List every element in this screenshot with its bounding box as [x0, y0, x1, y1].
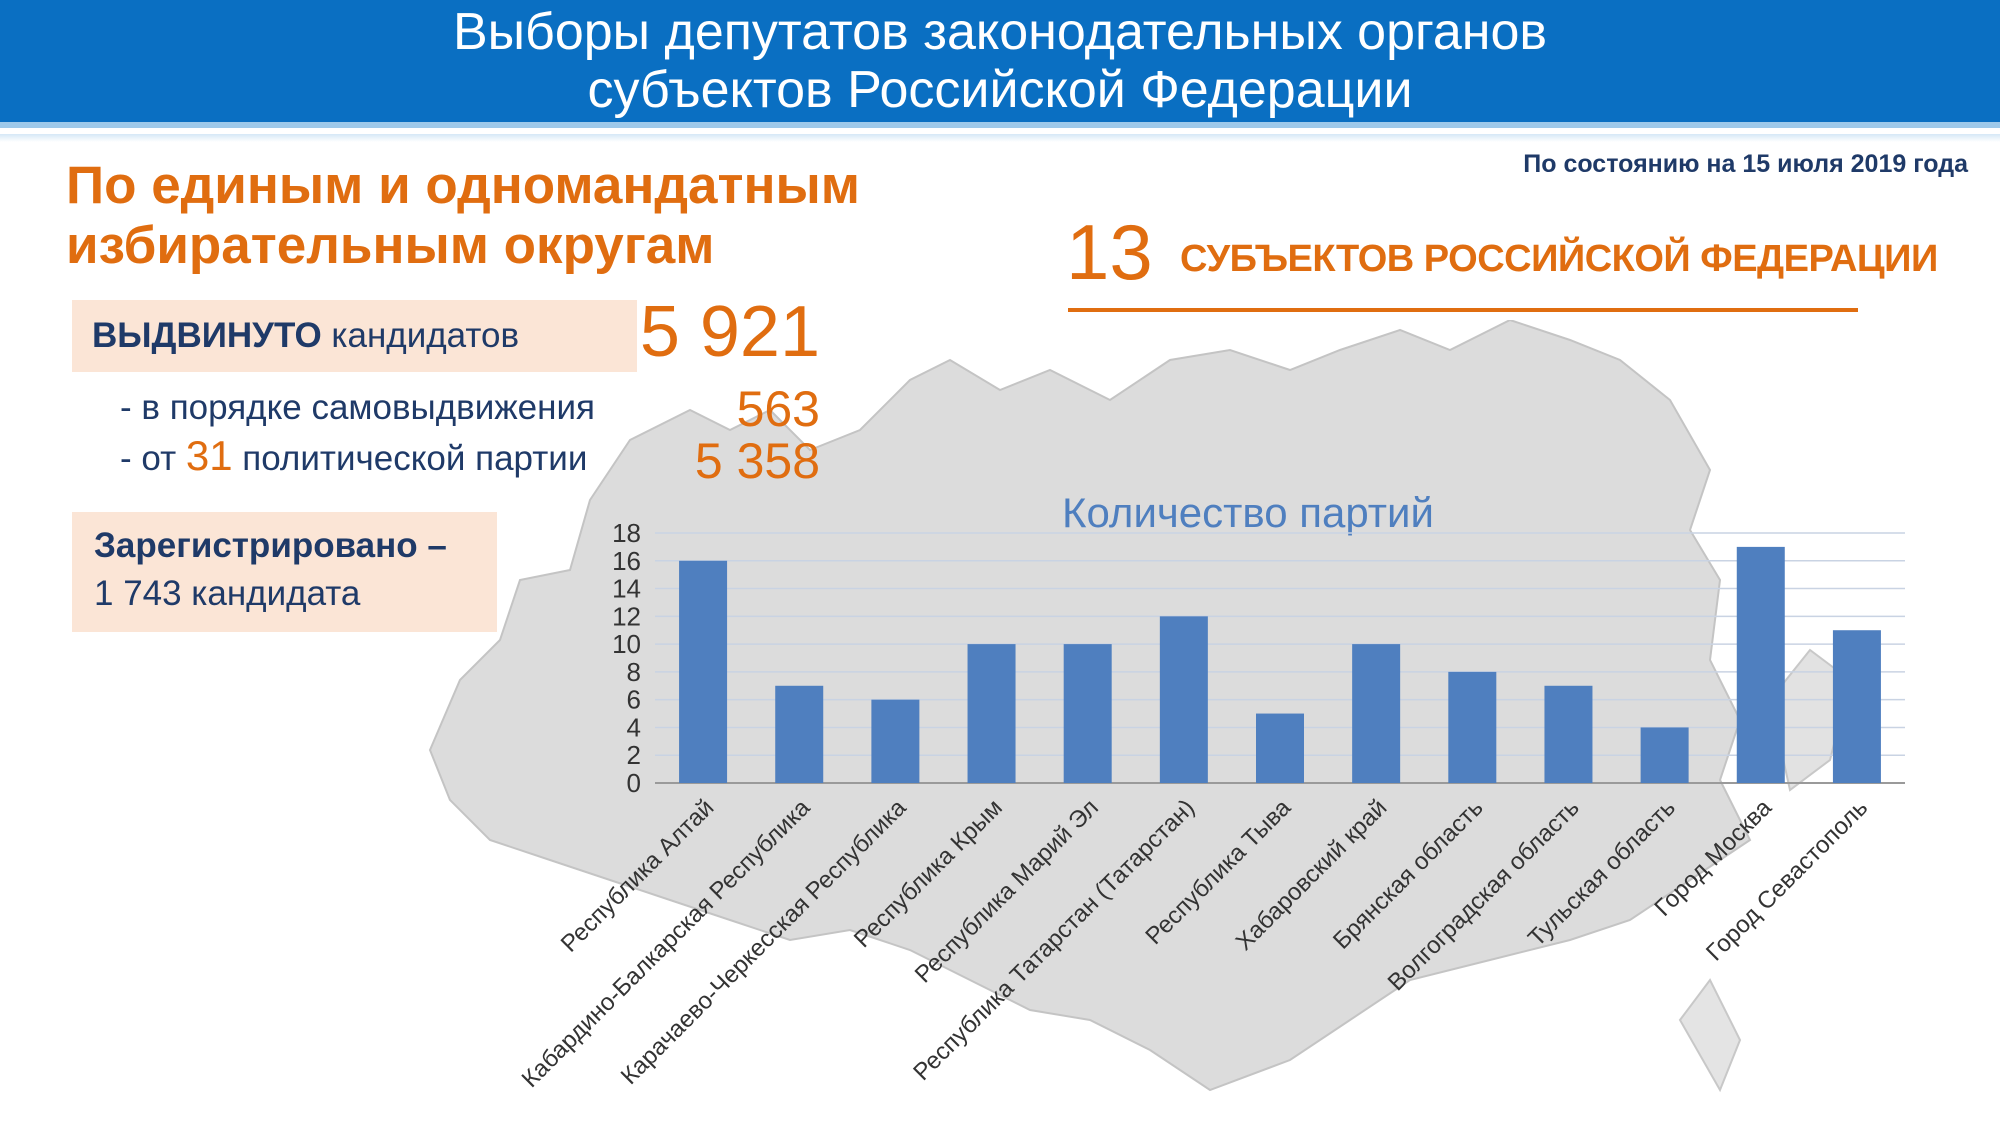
y-tick-label: 18	[612, 518, 641, 548]
y-tick-label: 2	[627, 740, 641, 770]
header-title-line1: Выборы депутатов законодательных органов	[452, 3, 1548, 61]
bar	[679, 560, 728, 783]
header-banner: Выборы депутатов законодательных органов…	[0, 0, 2000, 128]
x-category-label: Волгоградская область	[1383, 794, 1585, 996]
y-tick-label: 6	[627, 685, 641, 715]
chart-title: Количество партий	[1062, 489, 1434, 536]
nominated-box: ВЫДВИНУТО кандидатов	[72, 300, 637, 372]
bar	[1832, 630, 1881, 783]
subjects-label: СУБЪЕКТОВ РОССИЙСКОЙ ФЕДЕРАЦИИ	[1180, 238, 1938, 280]
banner-divider	[0, 134, 2000, 142]
registered-value: 1 743 кандидата	[94, 574, 361, 613]
y-tick-label: 12	[612, 601, 641, 631]
subjects-underline	[1068, 308, 1858, 312]
nominated-total: 5 921	[639, 292, 820, 372]
nominated-label-rest: кандидатов	[321, 316, 520, 355]
bar	[1352, 644, 1401, 783]
bar	[1448, 671, 1497, 783]
self-nominated-label: - в порядке самовыдвижения	[120, 388, 595, 427]
section-title-line2: избирательным округам	[66, 216, 715, 275]
party-prefix: - от	[120, 439, 186, 478]
nominated-label: ВЫДВИНУТО кандидатов	[92, 316, 519, 356]
y-tick-label: 8	[627, 657, 641, 687]
party-suffix: политической партии	[232, 439, 588, 478]
header-title-line2: субъектов Российской Федерации	[587, 61, 1413, 119]
section-title: По единым и одномандатным избирательным …	[66, 156, 866, 276]
bar	[775, 685, 824, 783]
bar	[1256, 713, 1304, 783]
y-tick-label: 0	[627, 768, 641, 798]
bar	[1736, 546, 1785, 783]
bar	[967, 644, 1016, 783]
party-count: 31	[185, 432, 233, 479]
bar	[1063, 644, 1112, 783]
y-tick-label: 4	[627, 712, 641, 742]
registered-box: Зарегистрировано – 1 743 кандидата	[72, 512, 497, 632]
registered-label: Зарегистрировано –	[94, 526, 447, 565]
party-nominated-label: - от 31 политической партии	[120, 432, 587, 480]
bar	[1640, 727, 1689, 783]
self-nominated-value: 563	[736, 381, 820, 437]
nominated-label-bold: ВЫДВИНУТО	[92, 316, 322, 355]
y-tick-label: 10	[612, 629, 641, 659]
party-nominated-value: 5 358	[694, 433, 820, 489]
bar	[871, 699, 920, 783]
y-tick-label: 14	[612, 574, 641, 604]
section-title-line1: По единым и одномандатным	[66, 156, 860, 215]
bar	[1159, 616, 1208, 783]
x-category-label: Республика Марий Эл	[910, 794, 1104, 988]
bar	[1544, 685, 1593, 783]
as-of-date: По состоянию на 15 июля 2019 года	[1523, 150, 1968, 178]
x-category-label: Город Севастополь	[1701, 794, 1873, 966]
y-tick-label: 16	[612, 546, 641, 576]
subjects-count: 13	[1066, 208, 1153, 296]
